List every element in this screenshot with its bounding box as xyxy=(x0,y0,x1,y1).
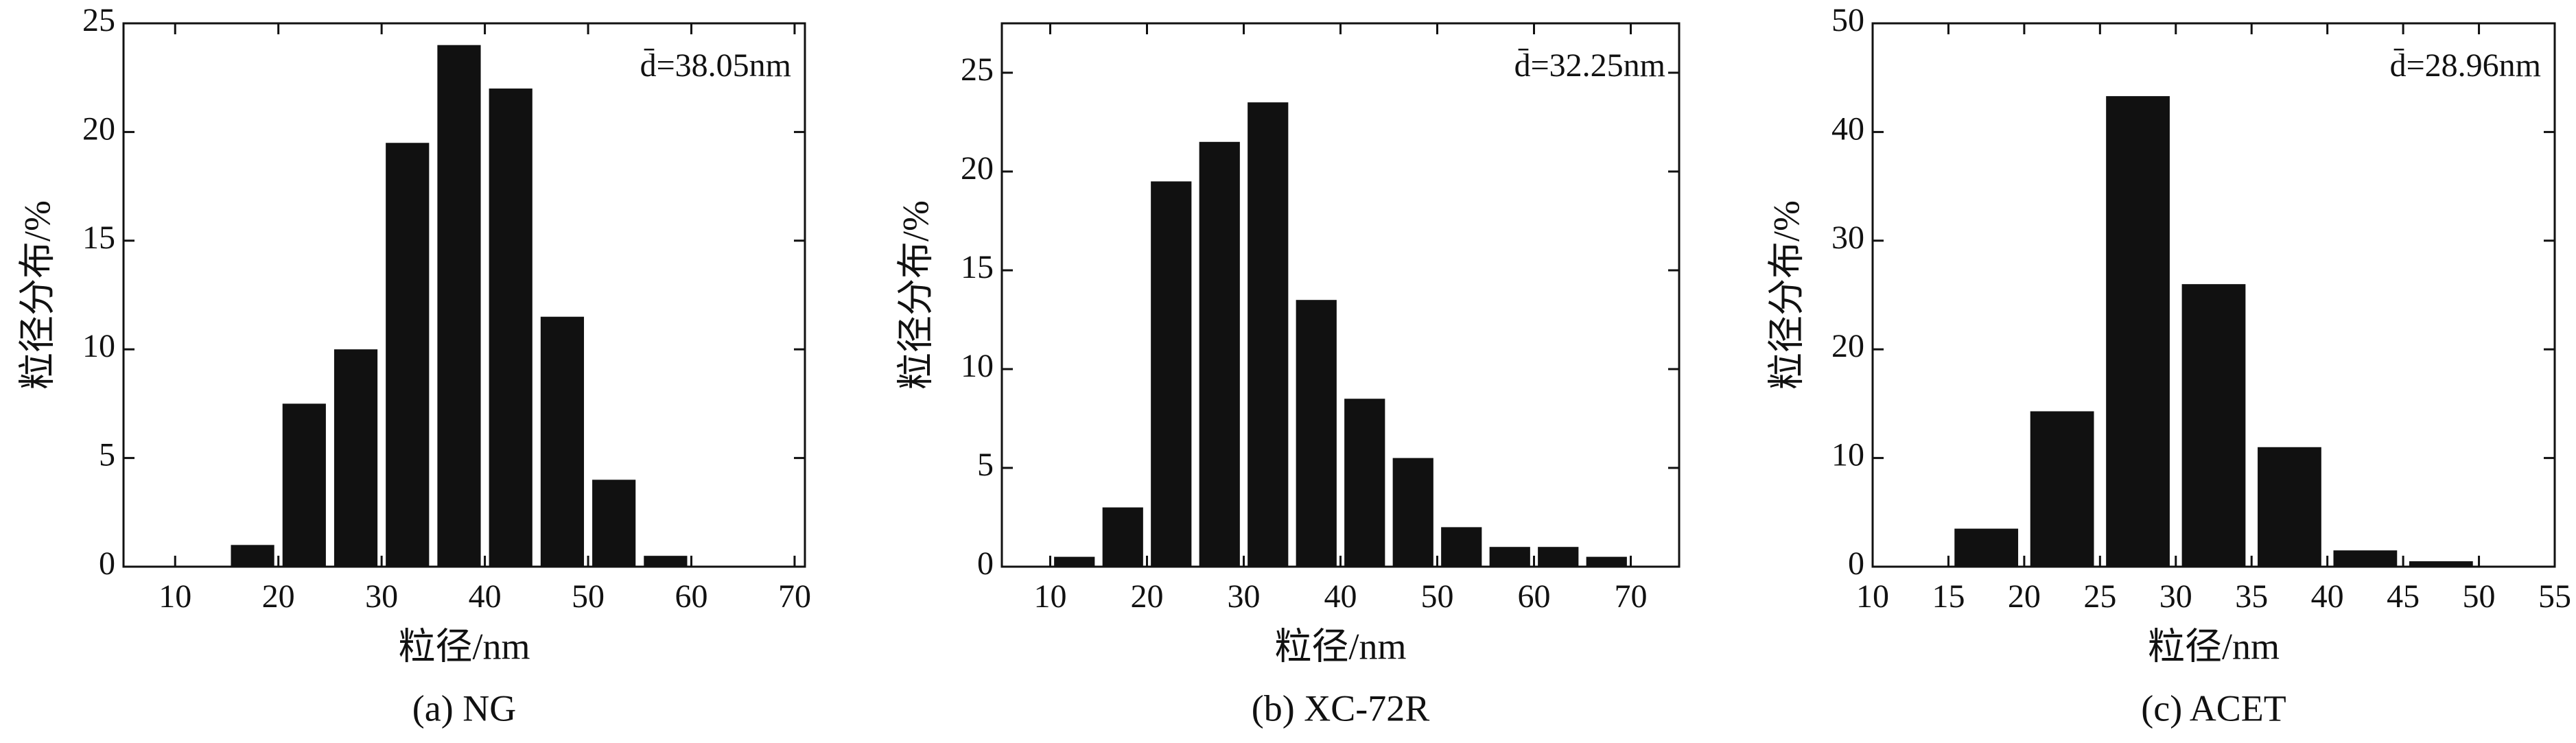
x-tick-label: 25 xyxy=(2083,578,2116,615)
bar xyxy=(1296,300,1337,567)
caption: (a) NG xyxy=(412,687,516,729)
bar xyxy=(1586,556,1627,567)
x-tick-label: 30 xyxy=(2159,578,2192,615)
x-tick-label: 70 xyxy=(778,578,811,615)
bar xyxy=(1054,556,1095,567)
x-tick-label: 20 xyxy=(1131,578,1164,615)
x-tick-label: 40 xyxy=(2311,578,2344,615)
bar xyxy=(1489,547,1530,567)
y-axis-label: 粒径分布/% xyxy=(895,200,936,390)
caption: (b) XC-72R xyxy=(1252,687,1429,729)
x-tick-label: 40 xyxy=(469,578,502,615)
y-tick-label: 20 xyxy=(1831,328,1864,364)
y-tick-label: 25 xyxy=(82,2,115,38)
bar xyxy=(1199,141,1240,567)
bar xyxy=(231,545,274,567)
bar xyxy=(333,349,378,567)
bar xyxy=(386,143,430,567)
y-tick-label: 0 xyxy=(1848,545,1864,582)
x-tick-label: 30 xyxy=(1228,578,1261,615)
y-tick-label: 40 xyxy=(1831,110,1864,147)
x-tick-label: 70 xyxy=(1615,578,1648,615)
x-tick-label: 60 xyxy=(675,578,708,615)
y-tick-label: 5 xyxy=(99,437,115,473)
bar xyxy=(489,89,532,567)
x-tick-label: 10 xyxy=(1856,578,1889,615)
y-tick-label: 10 xyxy=(961,348,994,384)
y-axis-label: 粒径分布/% xyxy=(1766,200,1807,390)
x-tick-label: 20 xyxy=(262,578,295,615)
x-tick-label: 10 xyxy=(159,578,191,615)
x-tick-label: 55 xyxy=(2538,578,2571,615)
plot-frame xyxy=(1871,22,2556,568)
bar xyxy=(592,480,636,567)
bar xyxy=(1344,399,1385,567)
y-tick-label: 15 xyxy=(82,220,115,256)
bar xyxy=(437,45,481,567)
y-tick-label: 25 xyxy=(961,51,994,88)
y-tick-label: 10 xyxy=(1831,437,1864,473)
x-tick-label: 15 xyxy=(1932,578,1965,615)
y-tick-label: 20 xyxy=(961,150,994,187)
bar xyxy=(2106,96,2170,567)
annotation: d̄=38.05nm xyxy=(640,47,791,84)
x-tick-label: 50 xyxy=(2463,578,2496,615)
plot-frame xyxy=(122,22,806,568)
x-tick-label: 60 xyxy=(1518,578,1551,615)
x-tick-label: 20 xyxy=(2008,578,2041,615)
bar xyxy=(282,403,326,567)
y-tick-label: 0 xyxy=(977,545,994,582)
y-tick-label: 30 xyxy=(1831,220,1864,256)
annotation: d̄=32.25nm xyxy=(1514,47,1665,84)
caption: (c) ACET xyxy=(2141,687,2286,729)
x-axis-label: 粒径/nm xyxy=(398,626,530,667)
bar xyxy=(2333,550,2398,567)
y-tick-label: 10 xyxy=(82,328,115,364)
x-tick-label: 40 xyxy=(1324,578,1357,615)
bar xyxy=(1538,547,1579,567)
x-tick-label: 10 xyxy=(1034,578,1067,615)
y-tick-label: 0 xyxy=(99,545,115,582)
bar xyxy=(2409,561,2473,567)
bar xyxy=(1102,507,1143,567)
x-tick-label: 50 xyxy=(1421,578,1454,615)
x-axis-label: 粒径/nm xyxy=(1274,626,1406,667)
x-tick-label: 30 xyxy=(365,578,398,615)
bar xyxy=(1248,102,1289,567)
bar xyxy=(1151,181,1192,567)
y-tick-label: 20 xyxy=(82,110,115,147)
bar xyxy=(1441,527,1482,567)
bar xyxy=(2258,447,2321,567)
annotation: d̄=28.96nm xyxy=(2390,47,2541,84)
y-tick-label: 50 xyxy=(1831,2,1864,38)
plot-frame xyxy=(1000,22,1681,568)
bar xyxy=(540,316,585,567)
bar xyxy=(1392,458,1433,567)
x-tick-label: 45 xyxy=(2387,578,2420,615)
y-tick-label: 15 xyxy=(961,249,994,285)
x-tick-label: 50 xyxy=(572,578,605,615)
bar xyxy=(644,556,688,567)
x-tick-label: 35 xyxy=(2235,578,2268,615)
bar xyxy=(1954,528,2019,567)
y-axis-label: 粒径分布/% xyxy=(16,200,58,390)
bar xyxy=(2181,284,2246,567)
x-axis-label: 粒径/nm xyxy=(2148,626,2280,667)
bar xyxy=(2030,411,2094,567)
y-tick-label: 5 xyxy=(977,447,994,483)
